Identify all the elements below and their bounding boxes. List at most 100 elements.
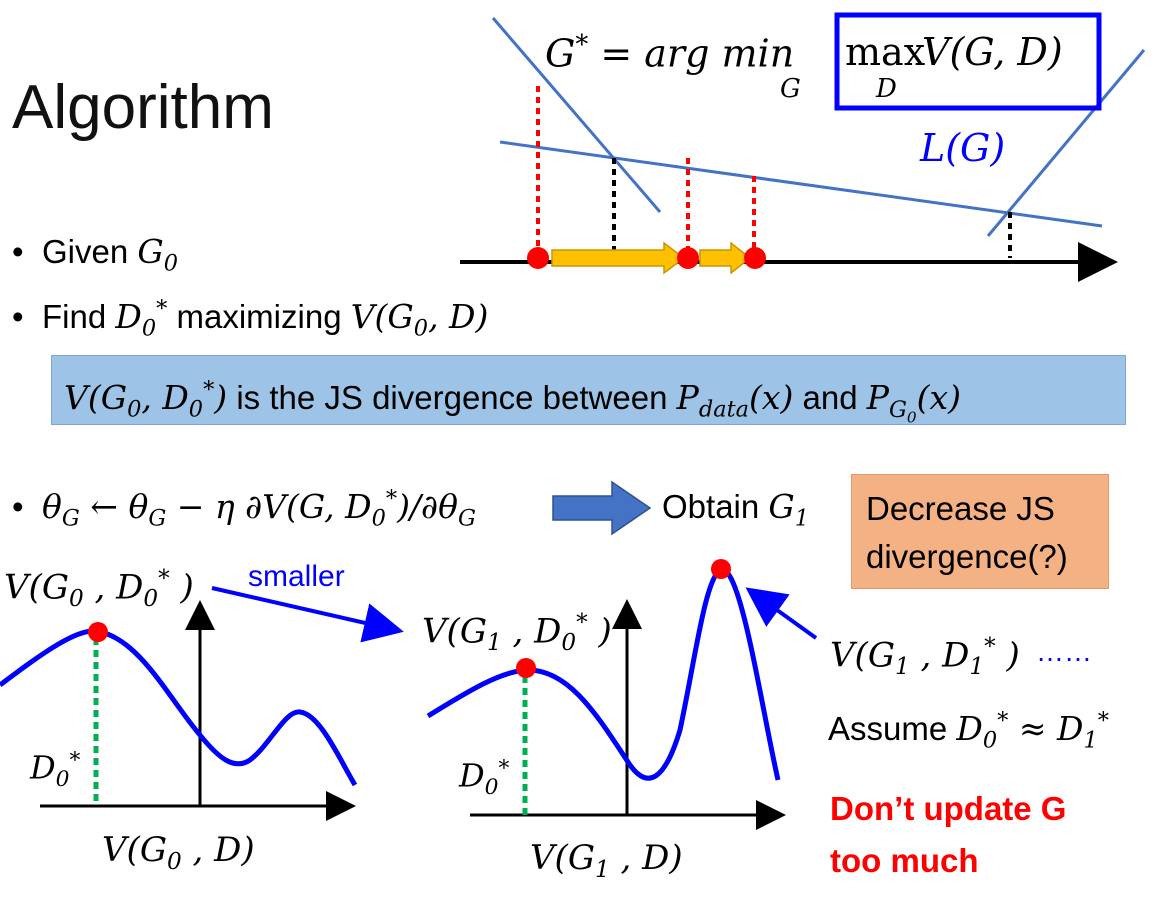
update-rest: − η ∂V(G, D bbox=[166, 487, 371, 526]
bullet-dot: • bbox=[12, 298, 42, 336]
bullet-given-text: Given bbox=[42, 233, 137, 270]
update-end-sub: G bbox=[458, 506, 476, 532]
mp-xl-sub: 1 bbox=[595, 857, 610, 883]
lp-v: V(G bbox=[4, 567, 69, 607]
update-rest-sub: 0 bbox=[372, 506, 386, 532]
update-theta-2: θ bbox=[128, 487, 148, 526]
loss-label: L(G) bbox=[920, 126, 1005, 170]
rl-d-sup: * bbox=[984, 634, 996, 660]
js-and: and bbox=[793, 379, 866, 416]
bullet-find-d: D bbox=[115, 297, 141, 336]
middle-plot-d-label: D0* bbox=[459, 756, 509, 800]
left-plot-d-label: D0* bbox=[30, 748, 80, 792]
smaller-label: smaller bbox=[248, 560, 345, 594]
bullet-update: • θG ← θG − η ∂V(G, D0*)/∂θG bbox=[12, 486, 476, 532]
lp-xl: V(G bbox=[102, 830, 167, 870]
js-pg: P bbox=[867, 378, 889, 417]
lp-d-sup: * bbox=[158, 566, 170, 592]
js-divergence-box: V(G0, D0*) is the JS divergence between … bbox=[51, 355, 1126, 425]
obtain-g1: Obtain G1 bbox=[662, 487, 809, 532]
js-d-sup: * bbox=[203, 377, 214, 403]
obtain-g: G bbox=[768, 487, 794, 526]
decrease-js-box: Decrease JS divergence(?) bbox=[851, 474, 1109, 589]
yellow-arrow-1 bbox=[552, 243, 684, 273]
lp-d: , D bbox=[84, 567, 144, 607]
js-v: V(G bbox=[64, 378, 127, 417]
left-plot-peak-label: V(G0 , D0* ) bbox=[4, 566, 194, 612]
mp-d0: D bbox=[459, 757, 485, 795]
rl-d: , D bbox=[910, 635, 970, 675]
warning-line-1: Don’t update G bbox=[830, 790, 1066, 828]
formula-argmin: = arg min bbox=[588, 32, 794, 76]
formula-lhs: G bbox=[545, 32, 575, 76]
obtain-sub: 1 bbox=[795, 506, 809, 532]
right-peak-label: V(G1 , D1* ) bbox=[830, 634, 1020, 680]
assume-d1-sup: * bbox=[1098, 708, 1109, 734]
middle-plot-high-dot bbox=[711, 559, 731, 579]
bullet-find-text: Find bbox=[42, 298, 115, 335]
assume-line: Assume D0* ≈ D1* bbox=[828, 708, 1109, 754]
assume-d0: D bbox=[956, 709, 982, 748]
minimax-formula: G* = arg min bbox=[545, 30, 794, 76]
middle-plot-xlabel: V(G1 , D) bbox=[530, 838, 683, 883]
bullet-dot: • bbox=[12, 233, 42, 271]
bullet-given-g: G bbox=[137, 232, 163, 271]
obtain-text: Obtain bbox=[662, 488, 768, 525]
mp-d0-sub: 0 bbox=[485, 775, 499, 800]
assume-d0-sub: 0 bbox=[983, 728, 997, 754]
lp-xl-end: , D) bbox=[182, 830, 255, 870]
formula-lhs-star: * bbox=[575, 30, 588, 60]
mp-d-sup: * bbox=[576, 610, 588, 636]
bullet-find-mid: maximizing bbox=[167, 298, 350, 335]
bullet-dot: • bbox=[12, 488, 42, 526]
lp-d-sub: 0 bbox=[143, 586, 158, 612]
bullet-find-v-end: , D) bbox=[428, 297, 488, 336]
assume-d1-sub: 1 bbox=[1083, 728, 1097, 754]
bullet-find: • Find D0* maximizing V(G0, D) bbox=[12, 296, 488, 342]
right-ellipsis: …… bbox=[1036, 636, 1092, 668]
red-dot-2 bbox=[677, 247, 699, 269]
mp-v: V(G bbox=[422, 611, 487, 651]
js-pdata-x: (x) bbox=[749, 378, 793, 417]
update-theta-sub: G bbox=[62, 506, 80, 532]
lp-end: ) bbox=[170, 567, 194, 607]
lp-xl-sub: 0 bbox=[167, 849, 182, 875]
mp-d0-sup: * bbox=[499, 756, 510, 781]
js-d: , D bbox=[141, 378, 188, 417]
update-theta: θ bbox=[42, 487, 62, 526]
right-peak-arrow bbox=[752, 592, 816, 638]
js-pg-sub: G0 bbox=[889, 397, 917, 423]
mp-xl: V(G bbox=[530, 838, 595, 878]
bullet-given: • Given G0 bbox=[12, 232, 178, 277]
middle-plot-curve bbox=[428, 569, 778, 780]
middle-plot-peak-dot bbox=[516, 658, 536, 678]
lp-d0-sup: * bbox=[70, 748, 81, 773]
update-rest-end: )/∂θ bbox=[397, 487, 458, 526]
bullet-find-v: V(G bbox=[351, 297, 414, 336]
rl-v-sub: 1 bbox=[895, 654, 910, 680]
assume-text: Assume bbox=[828, 710, 956, 747]
assume-approx: ≈ bbox=[1008, 709, 1057, 748]
js-pdata-sub: data bbox=[699, 397, 749, 423]
lp-d0-sub: 0 bbox=[56, 767, 70, 792]
smaller-arrow bbox=[212, 588, 396, 630]
warning-line-2: too much bbox=[830, 842, 978, 880]
mp-d-sub: 0 bbox=[561, 630, 576, 656]
page-title: Algorithm bbox=[12, 72, 274, 143]
lp-d0: D bbox=[30, 749, 56, 787]
assume-d0-sup: * bbox=[997, 708, 1008, 734]
red-dot-1 bbox=[527, 247, 549, 269]
bullet-given-sub: 0 bbox=[164, 251, 178, 277]
lp-v-sub: 0 bbox=[69, 586, 84, 612]
red-dot-3 bbox=[744, 247, 766, 269]
update-rest-sup: * bbox=[386, 486, 397, 512]
yellow-arrow-2 bbox=[700, 243, 750, 273]
js-pg-x: (x) bbox=[917, 378, 961, 417]
formula-max-sub: D bbox=[876, 74, 897, 104]
middle-plot-peak-label: V(G1 , D0* ) bbox=[422, 610, 612, 656]
js-pg-sub-g: G bbox=[889, 397, 907, 423]
js-v-sub: 0 bbox=[127, 397, 141, 423]
js-close: ) bbox=[214, 378, 227, 417]
rl-end: ) bbox=[996, 635, 1020, 675]
formula-min-sub: G bbox=[780, 74, 801, 104]
